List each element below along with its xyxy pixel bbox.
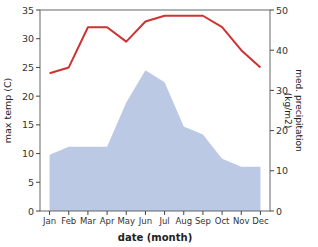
x-tick-label: Jun — [138, 216, 152, 226]
y-axis-label: max temp (C) — [2, 78, 13, 144]
x-tick — [222, 211, 223, 215]
x-tick-label: Aug — [175, 216, 192, 226]
chart: 0510152025303501020304050JanFebMarAprMay… — [0, 0, 318, 247]
y-tick — [36, 38, 40, 39]
x-tick — [126, 211, 127, 215]
y-tick-label: 0 — [28, 206, 34, 217]
plot-frame — [40, 10, 270, 211]
y-tick — [36, 211, 40, 212]
x-tick — [260, 211, 261, 215]
y2-tick — [270, 211, 274, 212]
x-tick — [107, 211, 108, 215]
y-tick-label: 5 — [28, 177, 34, 188]
y-tick — [36, 153, 40, 154]
y2-axis-label: med. precipitation(kg/m2) — [283, 69, 304, 151]
y2-axis-label-line: (kg/m2) — [283, 93, 293, 128]
y-tick-label: 25 — [22, 62, 34, 73]
x-axis-label: date (month) — [118, 232, 192, 243]
y-tick — [36, 182, 40, 183]
y2-tick-label: 50 — [276, 5, 288, 16]
x-tick — [68, 211, 69, 215]
x-tick — [87, 211, 88, 215]
y2-tick-label: 40 — [276, 45, 288, 56]
y-tick-label: 15 — [22, 119, 34, 130]
x-tick — [183, 211, 184, 215]
y2-tick — [270, 90, 274, 91]
y-tick-label: 35 — [22, 5, 34, 16]
x-tick-label: Feb — [61, 216, 76, 226]
plot-area — [50, 16, 261, 211]
y-tick — [36, 10, 40, 11]
x-tick-label: Mar — [80, 216, 97, 226]
y2-tick — [270, 170, 274, 171]
y-tick — [36, 96, 40, 97]
y-tick — [36, 124, 40, 125]
x-tick — [202, 211, 203, 215]
y2-tick-label: 0 — [276, 206, 282, 217]
x-tick-label: Sep — [195, 216, 211, 226]
y2-tick — [270, 10, 274, 11]
y2-axis-label-line: med. precipitation — [294, 69, 304, 151]
x-tick-label: Dec — [252, 216, 269, 226]
temperature-line — [50, 16, 261, 73]
y2-tick — [270, 130, 274, 131]
x-tick — [145, 211, 146, 215]
y2-tick-label: 10 — [276, 165, 288, 176]
x-tick-label: Jul — [158, 216, 169, 226]
y2-tick — [270, 50, 274, 51]
x-tick-label: May — [117, 216, 135, 226]
y-tick-label: 20 — [22, 91, 34, 102]
y-tick-label: 30 — [22, 33, 34, 44]
x-tick-label: Apr — [100, 216, 115, 226]
x-tick — [241, 211, 242, 215]
x-tick-label: Oct — [215, 216, 230, 226]
x-tick — [49, 211, 50, 215]
x-tick-label: Jan — [42, 216, 56, 226]
x-tick — [164, 211, 165, 215]
y-tick — [36, 67, 40, 68]
y-tick-label: 10 — [22, 148, 34, 159]
precipitation-area — [50, 70, 261, 211]
x-tick-label: Nov — [233, 216, 250, 226]
